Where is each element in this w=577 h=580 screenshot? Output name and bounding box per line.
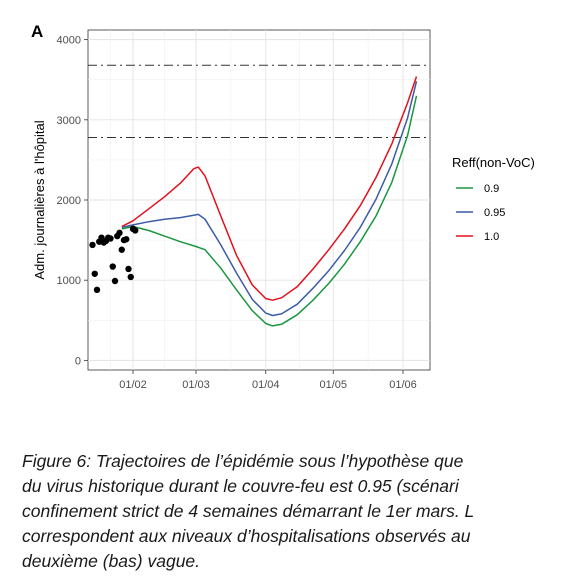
caption-line: Figure 6: Trajectoires de l’épidémie sou…	[22, 451, 464, 471]
x-tick-label: 01/03	[182, 379, 210, 391]
series-line	[121, 81, 418, 317]
y-tick-label: 0	[75, 355, 81, 367]
reference-lines	[88, 64, 430, 138]
observed-point	[111, 277, 119, 285]
observed-point	[132, 227, 139, 234]
observed-point	[91, 270, 98, 277]
observed-points	[89, 225, 139, 294]
figure-caption: Figure 6: Trajectoires de l’épidémie sou…	[22, 449, 577, 574]
legend-label: 1.0	[484, 231, 499, 243]
legend: 0.9 0.95 1.0	[456, 183, 505, 243]
caption-line: correspondent aux niveaux d’hospitalisat…	[22, 526, 471, 546]
observed-point	[123, 236, 130, 243]
observed-point	[109, 263, 116, 270]
legend-label: 0.95	[484, 207, 505, 219]
y-axis: 0 1000 2000 3000 4000	[57, 35, 88, 367]
x-tick-label: 01/02	[119, 379, 147, 391]
y-axis-title: Adm. journalières à l'hôpital	[32, 120, 47, 279]
series-line	[121, 76, 418, 301]
x-axis: 01/02 01/03 01/04 01/05 01/06	[119, 370, 417, 391]
y-tick-label: 4000	[57, 35, 81, 47]
observed-point	[127, 273, 134, 281]
observed-point	[93, 286, 101, 294]
series-lines	[121, 76, 418, 327]
y-tick-label: 2000	[57, 195, 81, 207]
caption-line: confinement strict de 4 semaines démarra…	[22, 501, 475, 521]
caption-line: deuxième (bas) vague.	[22, 551, 201, 571]
chart: A 01/02 01/03 01/04 01/05 01/06 0 1000 2000 300…	[31, 22, 535, 391]
observed-point	[116, 229, 123, 237]
observed-point	[98, 234, 105, 241]
observed-point	[125, 265, 132, 273]
observed-point	[89, 241, 96, 249]
grid	[88, 30, 430, 370]
observed-point	[118, 246, 125, 253]
x-tick-label: 01/06	[389, 379, 417, 391]
x-tick-label: 01/05	[319, 379, 347, 391]
y-tick-label: 3000	[57, 115, 81, 127]
series-line	[121, 95, 418, 327]
x-tick-label: 01/04	[252, 379, 280, 391]
panel-letter: A	[31, 22, 43, 41]
y-tick-label: 1000	[57, 275, 81, 287]
caption-line: du virus historique durant le couvre-feu…	[22, 476, 459, 496]
legend-label: 0.9	[484, 183, 499, 195]
legend-title: Reff(non-VoC)	[452, 155, 535, 170]
observed-point	[107, 235, 114, 242]
